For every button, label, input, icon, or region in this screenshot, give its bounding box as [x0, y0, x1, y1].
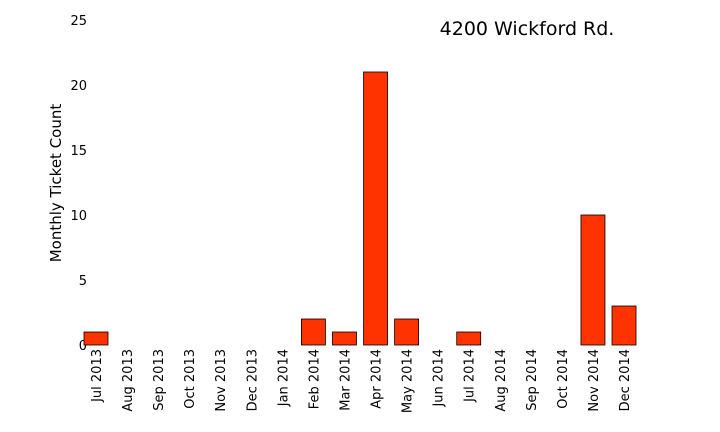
x-tick-label: Oct 2013 — [183, 349, 198, 409]
x-axis-ticks: Jul 2013 Aug 2013 Sep 2013 Oct 2013 Nov 2013… — [90, 349, 633, 413]
y-tick-label: 0 — [79, 339, 87, 354]
x-tick-label: Dec 2014 — [618, 349, 633, 411]
x-tick-label: Feb 2014 — [307, 349, 322, 409]
y-tick-label: 5 — [79, 274, 87, 289]
bars — [83, 71, 637, 346]
chart-title: 4200 Wickford Rd. — [440, 18, 615, 40]
bar — [332, 331, 357, 346]
x-tick-label: Sep 2014 — [525, 349, 540, 411]
y-axis-label: Monthly Ticket Count — [47, 104, 65, 263]
x-tick-label: May 2014 — [401, 349, 416, 413]
y-tick-label: 10 — [70, 209, 87, 224]
x-tick-label: Aug 2013 — [121, 349, 136, 412]
x-tick-label: Jun 2014 — [432, 349, 447, 408]
bar — [580, 214, 606, 346]
x-tick-label: Dec 2013 — [245, 349, 260, 411]
y-tick-label: 25 — [70, 14, 87, 29]
x-tick-label: Nov 2014 — [587, 349, 602, 412]
x-tick-label: Mar 2014 — [338, 349, 353, 411]
x-tick-label: Nov 2013 — [214, 349, 229, 412]
bar — [394, 318, 420, 346]
bar — [83, 331, 109, 346]
x-tick-label: Jan 2014 — [276, 349, 291, 407]
x-tick-label: Oct 2014 — [556, 349, 571, 409]
bar — [611, 305, 637, 346]
x-tick-label: Jul 2013 — [90, 349, 105, 403]
x-tick-label: Sep 2013 — [152, 349, 167, 411]
x-tick-label: Aug 2014 — [494, 349, 509, 412]
x-tick-label: Jul 2014 — [463, 349, 478, 403]
bar — [301, 318, 326, 346]
bar — [363, 71, 388, 346]
y-axis-ticks: 0 5 10 15 20 25 — [70, 14, 87, 354]
bar — [456, 331, 482, 346]
x-tick-label: Apr 2014 — [370, 349, 385, 409]
y-tick-label: 15 — [70, 144, 87, 159]
y-tick-label: 20 — [70, 79, 87, 94]
